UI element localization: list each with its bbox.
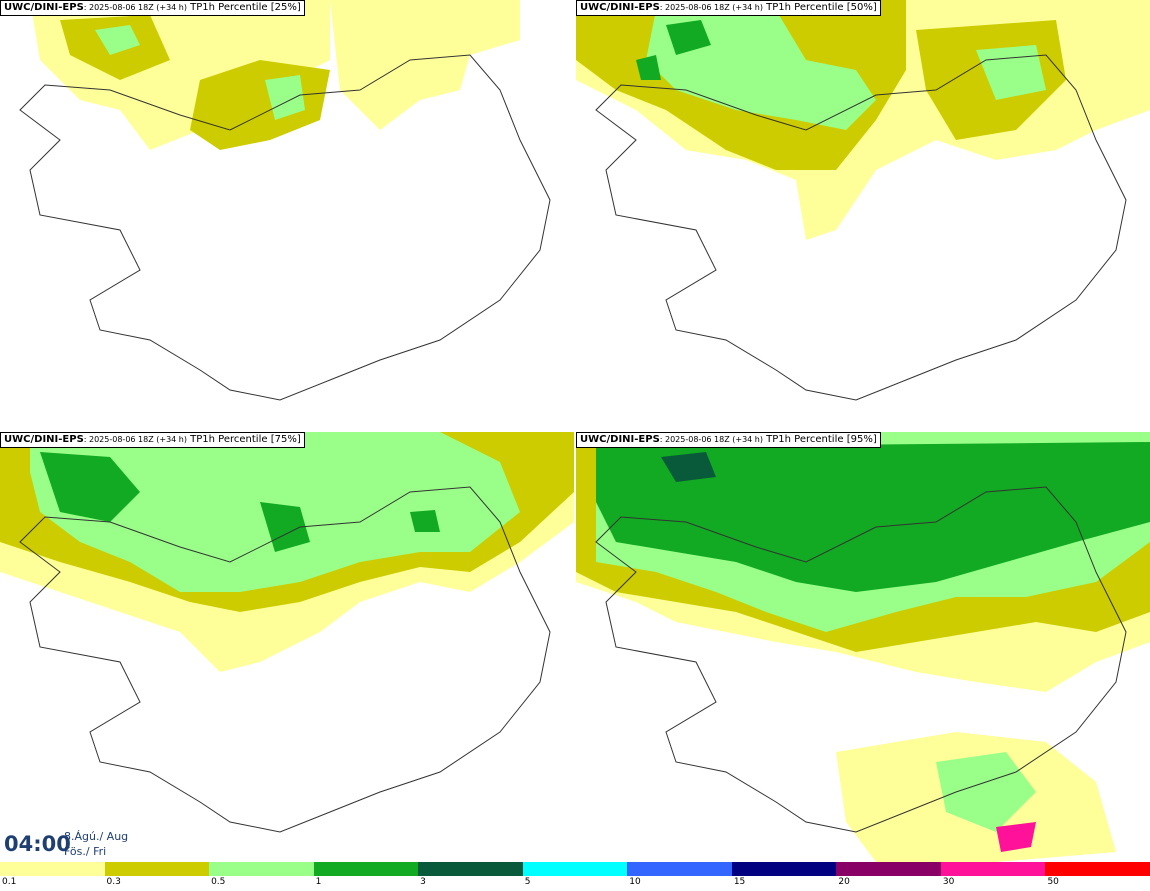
map-panel-p95: UWC/DINI-EPS: 2025-08-06 18Z (+34 h) TP1… [576,432,1150,862]
legend-tick-label: 5 [524,877,531,887]
precip-field-p95 [576,432,1150,862]
map-panel-p75: UWC/DINI-EPS: 2025-08-06 18Z (+34 h) TP1… [0,432,574,862]
map-canvas-p25 [19,0,551,401]
panel-title: UWC/DINI-EPS: 2025-08-06 18Z (+34 h) TP1… [576,0,881,16]
model-name: UWC/DINI-EPS [580,2,660,13]
precip-field-p50 [576,0,1150,240]
legend-tick-label: 20 [838,877,850,887]
legend-tick-label: 15 [733,877,746,887]
legend-tick-label: 3 [420,877,426,887]
iceland-coastline-p50 [595,54,1127,401]
legend-swatch [0,862,105,876]
model-name: UWC/DINI-EPS [4,2,84,13]
valid-date-line2: Fös./ Fri [64,845,107,858]
run-info: : 2025-08-06 18Z (+34 h) [659,435,763,444]
run-info: : 2025-08-06 18Z (+34 h) [83,3,187,12]
product-name: TP1h Percentile [75%] [186,434,301,445]
legend-tick-label: 1 [315,877,322,887]
map-canvas-p95 [576,432,1150,862]
iceland-coastline-p25 [19,54,551,401]
legend-swatch [940,862,1046,876]
model-name: UWC/DINI-EPS [4,434,84,445]
map-panel-p50: UWC/DINI-EPS: 2025-08-06 18Z (+34 h) TP1… [576,0,1150,430]
legend-swatch [627,862,732,876]
legend-swatch [313,862,419,876]
product-name: TP1h Percentile [50%] [762,2,877,13]
panel-title: UWC/DINI-EPS: 2025-08-06 18Z (+34 h) TP1… [0,432,305,448]
legend-tick-label: 10 [629,877,641,887]
legend-tick-label: 0.3 [106,877,121,887]
iceland-coastline-p95 [595,486,1127,833]
valid-time-box: 04:00 8.Ágú./ Aug Fös./ Fri [0,826,140,862]
legend-swatch [836,862,941,876]
run-info: : 2025-08-06 18Z (+34 h) [83,435,187,444]
panel-title: UWC/DINI-EPS: 2025-08-06 18Z (+34 h) TP1… [0,0,305,16]
panel-divider-horizontal [0,430,1150,432]
legend-tick-label: 50 [1047,877,1059,887]
valid-date: 8.Ágú./ Aug Fös./ Fri [64,829,128,859]
iceland-coastline-p75 [19,486,551,833]
valid-time: 04:00 [4,832,71,856]
panel-title: UWC/DINI-EPS: 2025-08-06 18Z (+34 h) TP1… [576,432,881,448]
map-canvas-p75 [0,432,574,833]
precip-field-p75 [0,432,574,672]
product-name: TP1h Percentile [25%] [186,2,301,13]
legend-tick-label: 30 [942,877,955,887]
legend-swatch [104,862,210,876]
legend-swatch [209,862,314,876]
product-name: TP1h Percentile [95%] [762,434,877,445]
legend-swatch [1045,862,1150,876]
legend-ticks: 0.1 0.3 0.5 1 3 5 10 15 20 30 50 [0,877,1150,891]
legend-swatch [731,862,837,876]
map-panel-p25: UWC/DINI-EPS: 2025-08-06 18Z (+34 h) TP1… [0,0,574,430]
legend-tick-label: 0.5 [211,877,226,887]
legend-tick-label: 0.1 [2,877,17,887]
valid-date-line1: 8.Ágú./ Aug [64,830,129,843]
map-canvas-p50 [576,0,1150,401]
model-name: UWC/DINI-EPS [580,434,660,445]
legend-colorbar [0,862,1150,876]
legend-swatch [522,862,628,876]
precip-field-p25 [30,0,520,150]
legend-swatch [418,862,523,876]
run-info: : 2025-08-06 18Z (+34 h) [659,3,763,12]
